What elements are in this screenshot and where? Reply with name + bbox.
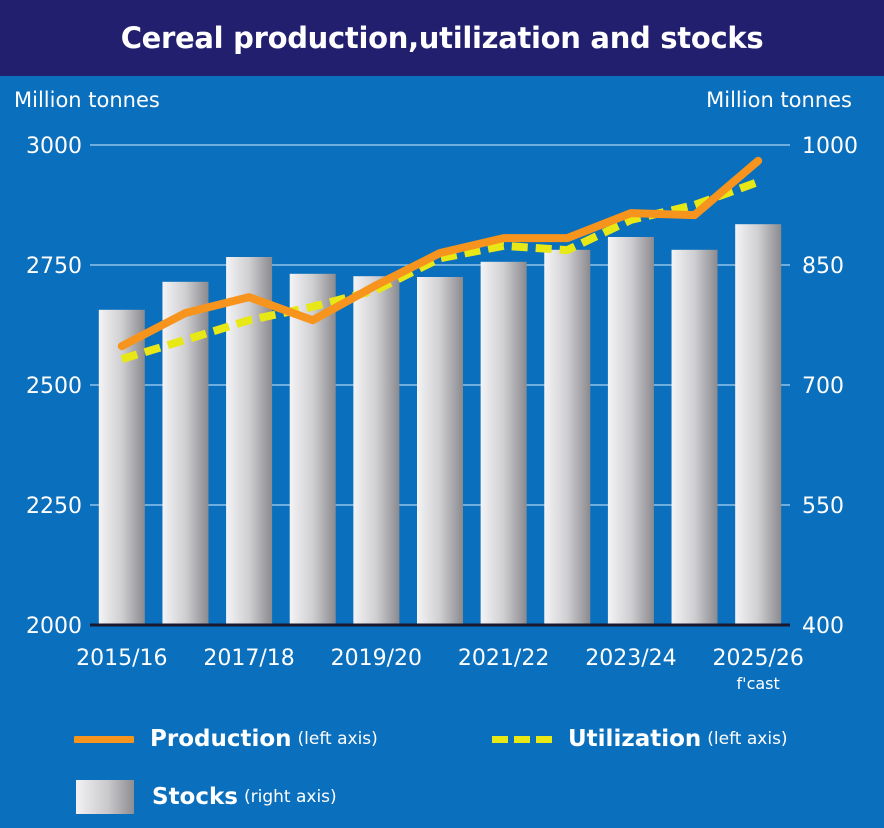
right-tick-label: 550	[802, 494, 844, 519]
right-tick-label: 850	[802, 254, 844, 279]
legend-stocks-sub: (right axis)	[243, 787, 337, 807]
legend-production-sub: (left axis)	[297, 729, 378, 749]
stocks-bar-2017/18	[226, 257, 273, 625]
left-axis-unit: Million tonnes	[14, 88, 160, 112]
stocks-bar-2019/20	[353, 276, 400, 625]
x-tick-label: 2019/20	[331, 646, 422, 671]
legend-production: Production (left axis)	[74, 726, 378, 752]
left-tick-label: 2500	[26, 374, 82, 399]
stocks-bar-2018/19	[289, 273, 336, 625]
legend-utilization-label: Utilization	[568, 726, 702, 752]
stocks-bar-2022/23	[544, 249, 591, 626]
left-tick-label: 2000	[26, 614, 82, 639]
utilization-swatch	[492, 735, 552, 743]
x-tick-label: 2025/26	[712, 646, 803, 671]
stocks-bar-2024/25	[671, 249, 718, 626]
production-swatch	[74, 735, 134, 743]
legend-production-label: Production	[150, 726, 292, 752]
right-axis-unit: Million tonnes	[706, 88, 852, 112]
x-tick-label: 2023/24	[585, 646, 676, 671]
stocks-bar-2021/22	[480, 261, 527, 625]
chart-plot: 2000 2250 2500 2750 3000 400 550 700 850 1000 201…	[26, 134, 858, 693]
x-tick-label: 2015/16	[76, 646, 167, 671]
left-tick-label: 2250	[26, 494, 82, 519]
legend-utilization: Utilization (left axis)	[492, 726, 788, 752]
production-line	[117, 156, 763, 351]
forecast-note: f'cast	[737, 674, 780, 693]
stocks-bar-2020/21	[417, 277, 463, 625]
legend-stocks-label: Stocks	[152, 784, 238, 810]
stocks-bar-2015/16	[98, 309, 145, 625]
legend-stocks: Stocks (right axis)	[76, 780, 337, 814]
left-tick-label: 2750	[26, 254, 82, 279]
left-tick-label: 3000	[26, 134, 82, 159]
stocks-bar-2025/26	[735, 224, 782, 625]
x-tick-label: 2021/22	[458, 646, 549, 671]
right-tick-label: 700	[802, 374, 844, 399]
chart-title: Cereal production,utilization and stocks	[0, 0, 884, 76]
stocks-bar-2023/24	[607, 237, 654, 625]
right-tick-label: 1000	[802, 134, 858, 159]
stocks-swatch	[76, 780, 134, 814]
x-tick-label: 2017/18	[203, 646, 294, 671]
legend-utilization-sub: (left axis)	[707, 729, 788, 749]
right-tick-label: 400	[802, 614, 844, 639]
